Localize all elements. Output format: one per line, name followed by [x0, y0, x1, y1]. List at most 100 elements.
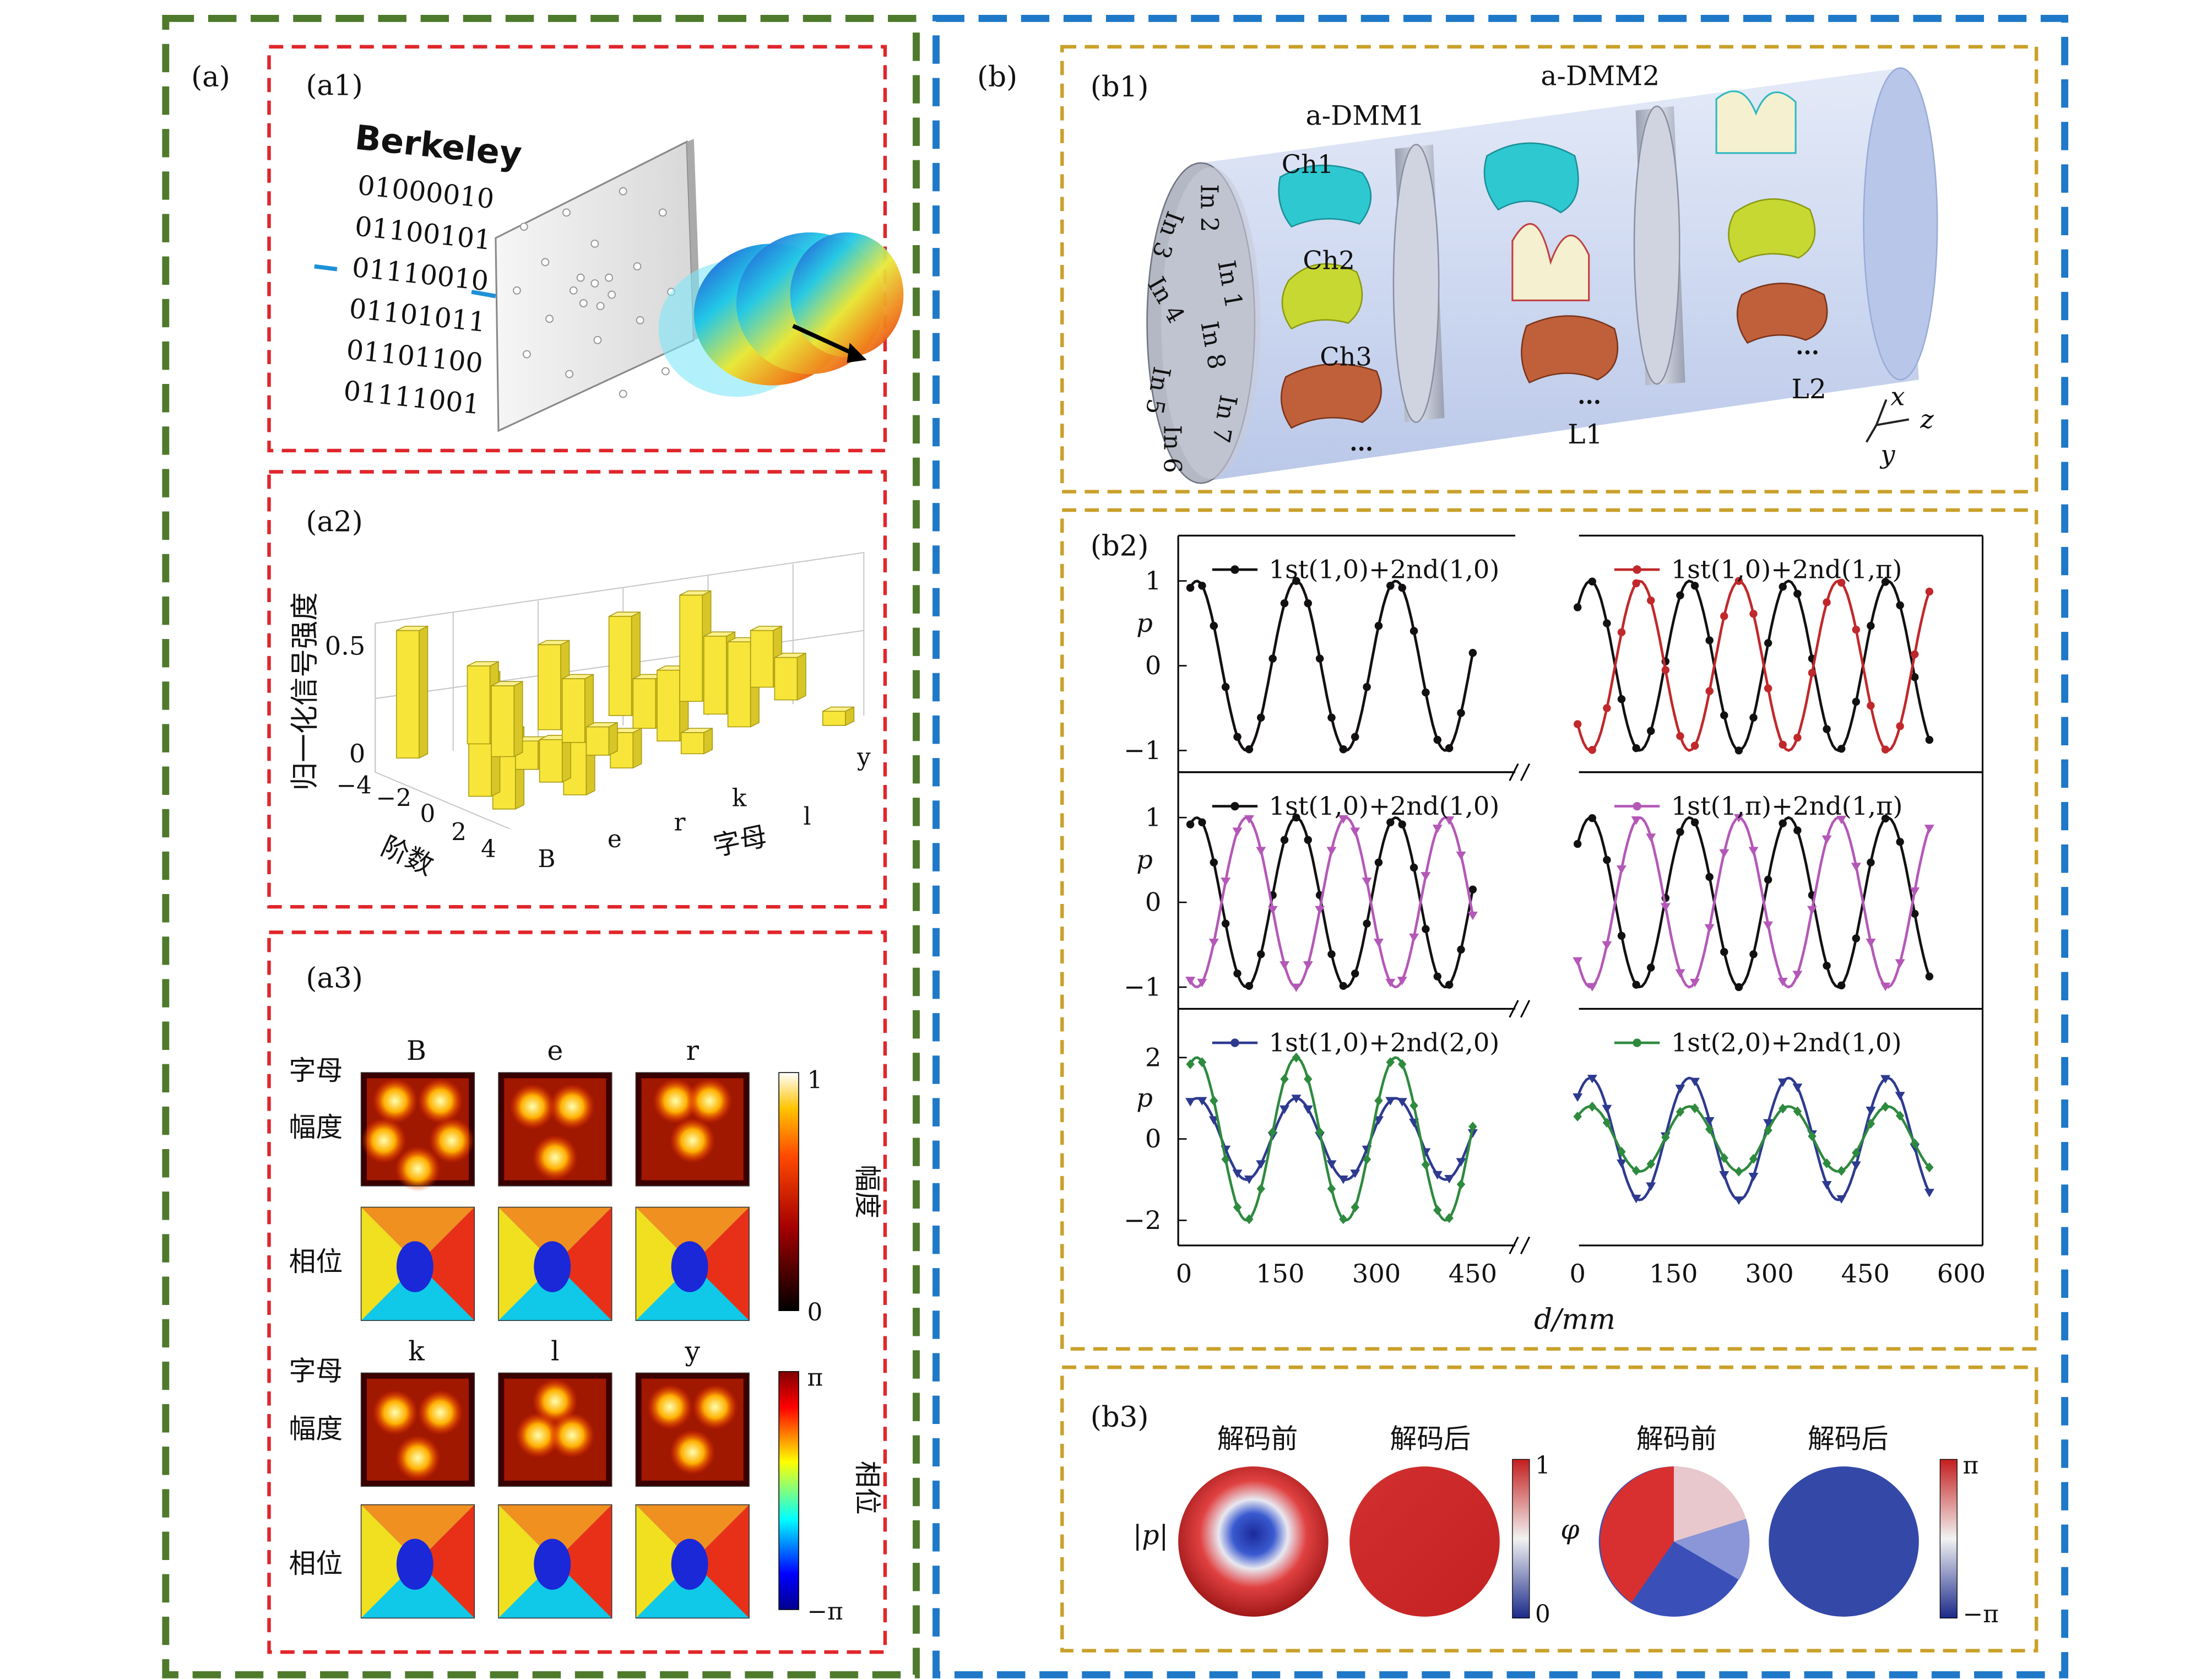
a3-label: (a3) [306, 962, 362, 995]
b2-point [1456, 851, 1466, 860]
b2-point [1896, 601, 1904, 609]
b2-point [1749, 610, 1758, 618]
b2-point [1779, 1103, 1787, 1114]
b2-point [1221, 878, 1231, 886]
b2-ytick: 1 [1145, 566, 1161, 595]
b2-point [1925, 587, 1934, 596]
b2-point [1793, 589, 1802, 598]
a2-bar [822, 711, 846, 726]
b2-point [1210, 621, 1218, 630]
a3-row-letter: 字母 [289, 1055, 343, 1086]
b2-point [1350, 1169, 1360, 1178]
panel-b-label: (b) [977, 61, 1017, 94]
phase-after-disk [1769, 1466, 1919, 1617]
a3-row-phase: 相位 [289, 1548, 343, 1579]
b2-point [1197, 978, 1207, 988]
phase-map [498, 1504, 612, 1619]
b2-point [1617, 865, 1627, 874]
b2-point [1573, 1093, 1583, 1102]
b2-point [1186, 1059, 1195, 1069]
b2-point [1198, 582, 1206, 590]
a2-order-tick: −2 [376, 784, 411, 813]
a1-word: Berkeley [353, 117, 524, 174]
b2-point [1432, 1171, 1443, 1180]
b2-point [1468, 885, 1477, 893]
b2-point [1268, 654, 1277, 663]
a2-bar-top [586, 722, 618, 728]
a2-label: (a2) [306, 506, 362, 539]
binary-line: 01110010 [350, 252, 490, 297]
a2-bar-top [681, 728, 713, 733]
b2-point [1852, 625, 1860, 634]
b2-point [1896, 722, 1904, 730]
a2-bar [679, 594, 703, 702]
b2-point [1720, 947, 1728, 956]
b2-point [1925, 972, 1934, 981]
b2-point [1777, 1078, 1788, 1087]
b2-point [1422, 688, 1430, 697]
a3-amp-cbar-label: 幅度 [852, 1165, 883, 1218]
b2-point [1881, 578, 1890, 586]
b2-point [1896, 838, 1904, 846]
b2-point [1617, 1159, 1627, 1168]
b2-row-2 [1177, 771, 1984, 1018]
b2-point [1852, 934, 1860, 943]
b2-point [1881, 1102, 1890, 1112]
a2-bar [750, 630, 774, 688]
b2-point [1733, 1196, 1744, 1205]
a2-letter-tick: l [804, 803, 811, 831]
b2-point [1867, 701, 1875, 710]
axis-y: y [1879, 440, 1895, 469]
b2-point [1197, 1057, 1207, 1068]
b2-point [1588, 577, 1596, 586]
b2-point [1256, 1184, 1265, 1194]
b2-point [1221, 683, 1230, 691]
b2-point [1793, 1106, 1802, 1117]
a2-bar [632, 678, 657, 729]
b2-point [1588, 746, 1596, 754]
b2-point [1632, 981, 1640, 989]
b2-point [1467, 911, 1478, 920]
b2-point [1373, 939, 1384, 947]
b2-ytick: −1 [1124, 972, 1161, 1001]
b2-point [1603, 704, 1611, 712]
b3-phase-symbol: φ [1560, 1514, 1580, 1545]
b2-point [1631, 1194, 1641, 1204]
b2-point [1351, 970, 1359, 978]
b2-point [1808, 1131, 1817, 1141]
vortex-beam [658, 232, 904, 397]
b2-point [1779, 819, 1787, 827]
b2-point [1924, 1189, 1934, 1198]
b2-point [1617, 628, 1626, 637]
a2-letter-tick: y [856, 743, 871, 771]
input-label: In 2 [1195, 184, 1223, 232]
b2-point [1895, 1092, 1905, 1101]
b2-xtick: 600 [1937, 1259, 1986, 1288]
b2-point [1733, 814, 1744, 823]
b2-point [1421, 872, 1431, 881]
b3-phase-cbar-min: −π [1962, 1600, 1998, 1628]
a2-bar-top [822, 706, 854, 712]
a2-bar [608, 616, 632, 716]
b2-point [1432, 825, 1443, 833]
b2-point [1233, 970, 1241, 978]
b2-point [1444, 1175, 1455, 1184]
b2-point [1433, 735, 1441, 744]
b2-label: (b2) [1091, 529, 1149, 562]
a2-bar-side [608, 722, 618, 756]
b2-point [1720, 711, 1728, 719]
b2-point [1602, 1118, 1612, 1128]
b2-point [1363, 919, 1371, 928]
b2-point [1257, 713, 1265, 722]
b2-point [1208, 939, 1219, 947]
b2-frame [1060, 508, 2038, 1351]
b2-point [1763, 1119, 1774, 1128]
b2-point [1764, 875, 1772, 884]
b2-point [1602, 1104, 1612, 1114]
b2-point [1734, 983, 1743, 992]
b2-point [1821, 835, 1832, 844]
a1-label: (a1) [306, 69, 362, 102]
amplitude-map [498, 1072, 612, 1187]
b2-point [1433, 972, 1441, 981]
